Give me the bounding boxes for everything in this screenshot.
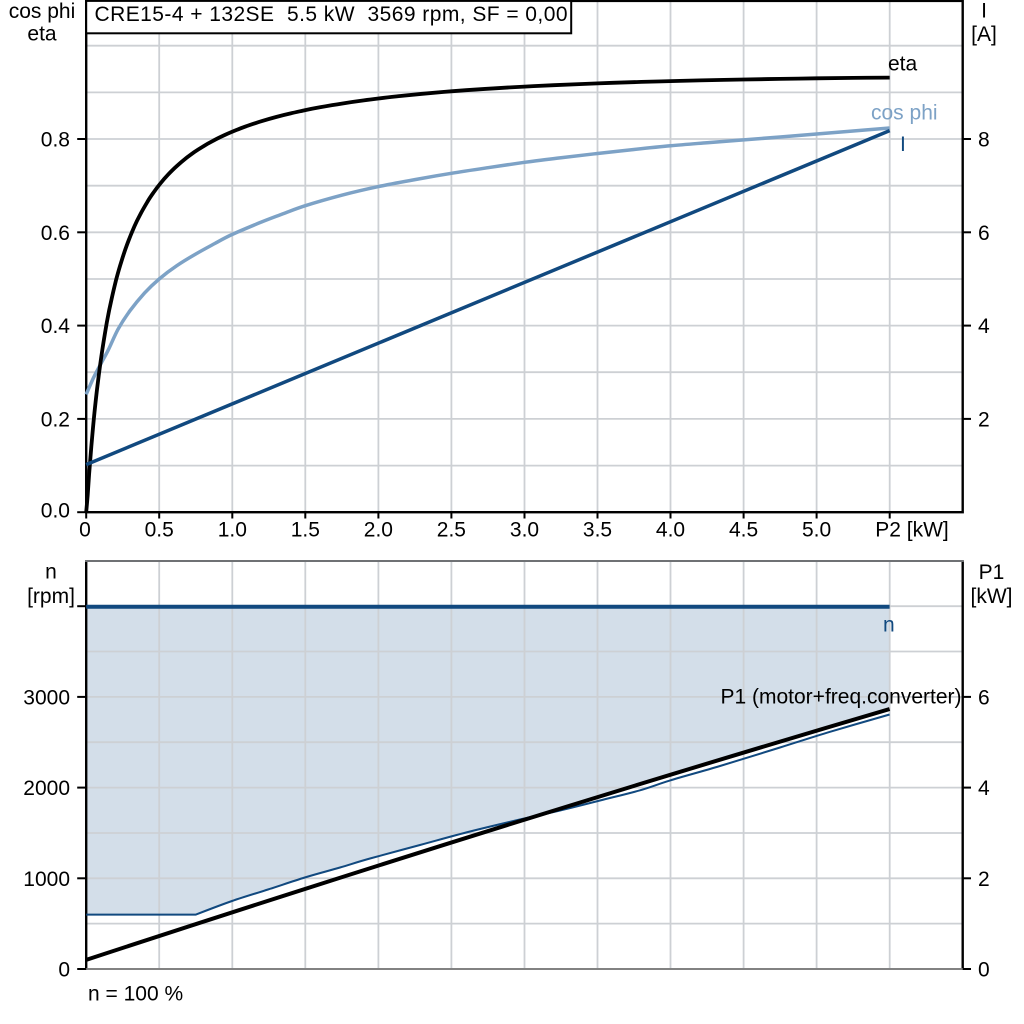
svg-text:3.0: 3.0 (510, 519, 539, 542)
svg-text:n: n (883, 614, 895, 637)
svg-text:2.0: 2.0 (364, 519, 393, 542)
svg-text:4.0: 4.0 (656, 519, 685, 542)
svg-text:P2 [kW]: P2 [kW] (875, 519, 949, 542)
svg-text:0.6: 0.6 (41, 222, 70, 245)
svg-text:eta: eta (888, 53, 918, 76)
svg-text:P1: P1 (979, 561, 1005, 584)
svg-text:5.0: 5.0 (802, 519, 831, 542)
svg-text:0: 0 (978, 959, 990, 982)
svg-text:I: I (900, 133, 906, 156)
svg-text:3.5: 3.5 (583, 519, 612, 542)
svg-text:6: 6 (978, 222, 990, 245)
svg-text:3000: 3000 (23, 686, 70, 709)
svg-text:[rpm]: [rpm] (27, 585, 75, 608)
svg-text:1.0: 1.0 (218, 519, 247, 542)
svg-text:CRE15-4 + 132SE 5.5 kW 3569: CRE15-4 + 132SE 5.5 kW 3569 rpm, SF = 0,… (95, 3, 568, 26)
svg-text:2.5: 2.5 (437, 519, 466, 542)
svg-text:0.0: 0.0 (41, 500, 70, 523)
svg-text:0.5: 0.5 (145, 519, 174, 542)
svg-text:4: 4 (978, 777, 990, 800)
svg-text:4: 4 (978, 315, 990, 338)
svg-text:I: I (981, 0, 987, 23)
svg-text:0.8: 0.8 (41, 129, 70, 152)
svg-text:8: 8 (978, 129, 990, 152)
svg-text:2: 2 (978, 408, 990, 431)
svg-text:4.5: 4.5 (729, 519, 758, 542)
svg-text:2000: 2000 (23, 777, 70, 800)
svg-text:0: 0 (58, 959, 70, 982)
svg-text:2: 2 (978, 868, 990, 891)
svg-text:n: n (45, 561, 57, 584)
svg-text:0.4: 0.4 (41, 315, 71, 338)
svg-text:cos phi: cos phi (9, 0, 76, 23)
svg-text:n = 100 %: n = 100 % (88, 983, 183, 1006)
svg-text:1.5: 1.5 (291, 519, 320, 542)
svg-text:0: 0 (79, 519, 91, 542)
svg-text:cos phi: cos phi (871, 102, 938, 125)
svg-text:0.2: 0.2 (41, 408, 70, 431)
svg-text:6: 6 (978, 686, 990, 709)
svg-text:1000: 1000 (23, 868, 70, 891)
svg-text:P1 (motor+freq.converter): P1 (motor+freq.converter) (720, 686, 961, 709)
svg-text:[kW]: [kW] (971, 585, 1013, 608)
svg-text:[A]: [A] (971, 23, 997, 46)
svg-text:eta: eta (27, 22, 57, 45)
